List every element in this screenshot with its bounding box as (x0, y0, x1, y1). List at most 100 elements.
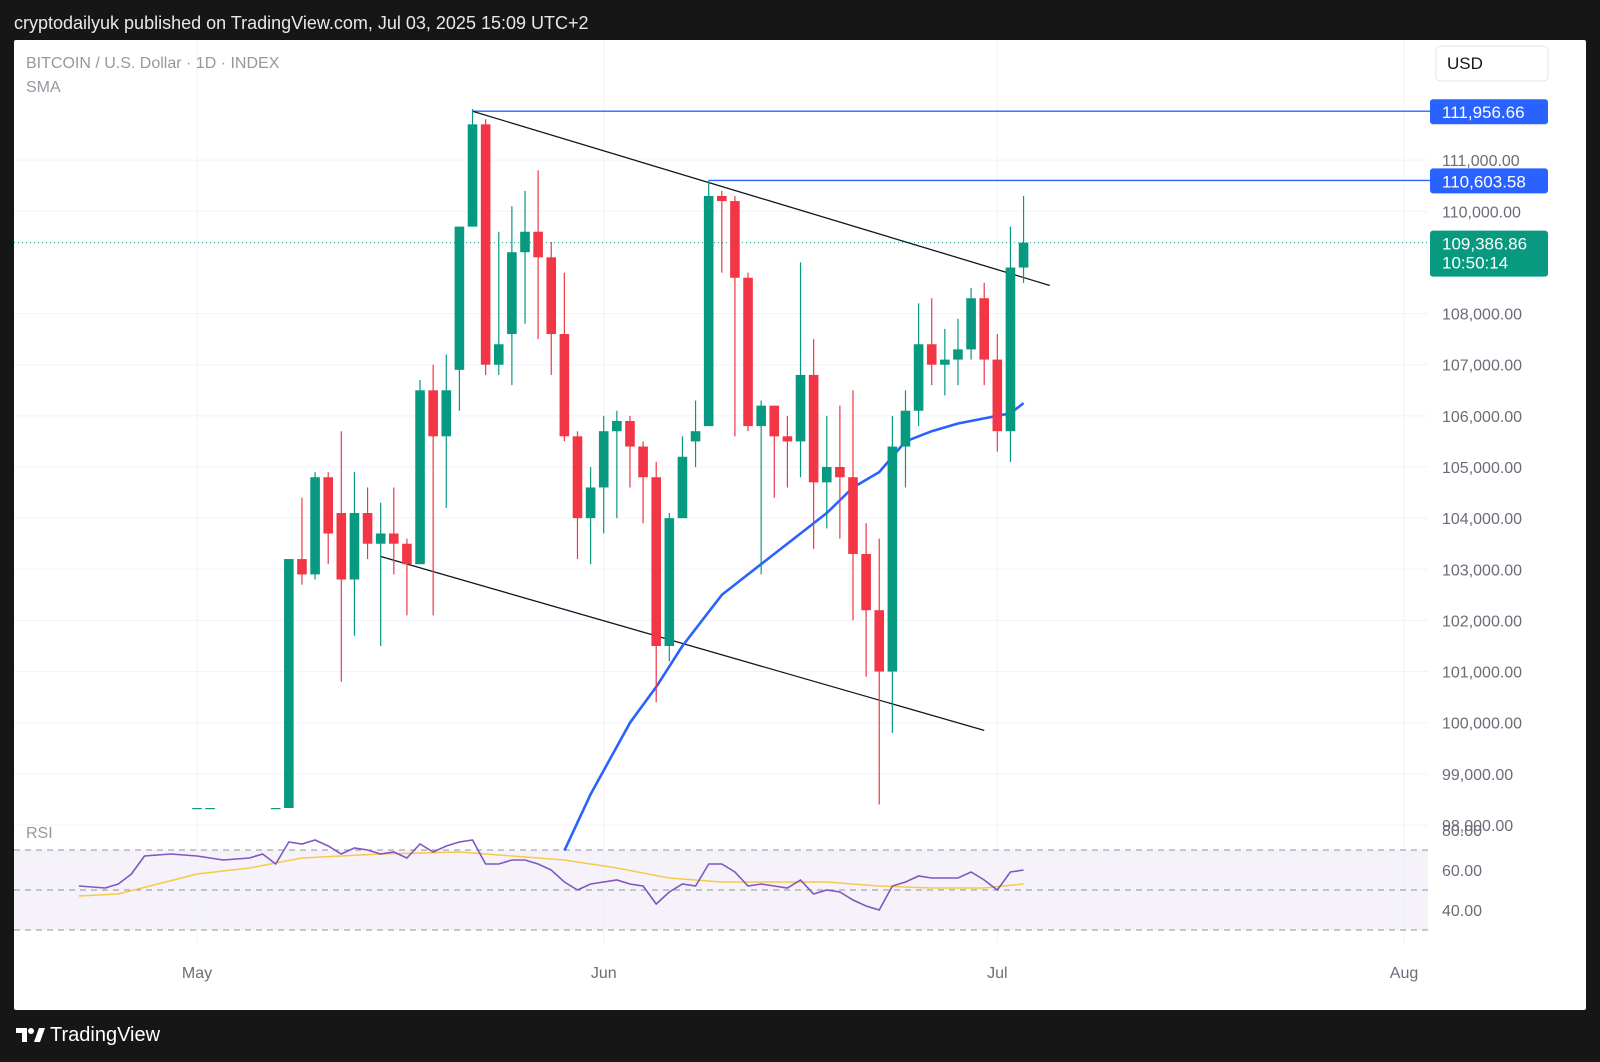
price-tick-label: 99,000.00 (1442, 767, 1513, 784)
price-tick-label: 108,000.00 (1442, 307, 1522, 324)
candle-body (677, 456, 688, 519)
candle-body (362, 513, 373, 544)
candle-body (612, 420, 622, 432)
price-tick-label: 101,000.00 (1442, 665, 1522, 682)
candle-body (966, 298, 976, 350)
price-tick-label: 106,000.00 (1442, 409, 1522, 426)
price-tick-label: 102,000.00 (1442, 613, 1522, 630)
candle-body (192, 808, 202, 810)
candle-body (428, 390, 438, 437)
candle-body (297, 559, 307, 575)
price-tick-label: 98,000.00 (1442, 818, 1513, 835)
candle-body (940, 359, 950, 365)
tradingview-logo-icon (16, 1028, 45, 1042)
candle-body (848, 477, 858, 554)
grid-lines (14, 40, 1428, 945)
candle-body (900, 410, 911, 447)
candle-body (375, 533, 386, 544)
time-tick-label: Jun (591, 965, 617, 982)
price-tick-label: 100,000.00 (1442, 716, 1522, 733)
candle-body (913, 344, 924, 411)
candle-body (533, 231, 543, 258)
candles (192, 109, 1029, 810)
candle-body (664, 518, 675, 646)
last-price-box (1430, 230, 1548, 277)
candle-body (520, 231, 530, 253)
candle-body (743, 277, 753, 427)
candle-body (782, 436, 793, 442)
candle-body (979, 298, 989, 360)
candle-body (336, 513, 347, 580)
sma-line (563, 402, 1025, 852)
rsi-pane (14, 839, 1428, 931)
countdown-label: 10:50:14 (1442, 254, 1508, 273)
candle-body (861, 553, 871, 611)
chart-panel[interactable]: 111,956.66 110,603.58 109,386.86 10:50:14 1… (14, 40, 1586, 1010)
candle-body (730, 201, 740, 278)
candle-body (507, 252, 517, 335)
level-label: 111,956.66 (1442, 103, 1525, 122)
candle-body (625, 420, 635, 447)
trendlines (380, 110, 1050, 732)
time-tick-label: Jul (987, 965, 1007, 982)
candle-body (284, 559, 294, 808)
rsi-tick-label: 80.00 (1442, 823, 1482, 840)
candle-body (585, 487, 596, 519)
candle-body (493, 344, 504, 365)
time-axis: May Jun Jul Aug (182, 965, 1418, 982)
candle-body (808, 374, 819, 483)
candle-body (821, 467, 832, 483)
candle-body (1005, 267, 1016, 432)
candle-body (559, 334, 570, 437)
candle-body (717, 195, 727, 202)
candle-body (454, 226, 465, 370)
footer: TradingView (0, 1012, 1600, 1062)
candle-body (572, 436, 583, 519)
candle-body (638, 446, 648, 478)
price-axis: 111,000.00 110,000.00 108,000.00 107,000.00… (1442, 153, 1522, 920)
candle-body (349, 513, 360, 580)
rsi-ma-line (78, 851, 1024, 897)
candle-body (1018, 242, 1029, 268)
level-label: 110,603.58 (1442, 172, 1526, 191)
rsi-label: RSI (26, 825, 53, 842)
level-label-box (1430, 168, 1548, 194)
candle-body (703, 195, 714, 427)
time-tick-label: May (182, 965, 212, 982)
price-tick-label: 105,000.00 (1442, 460, 1522, 477)
candle-body (769, 405, 780, 437)
price-tick-label: 104,000.00 (1442, 511, 1522, 528)
publisher-caption: cryptodailyuk published on TradingView.c… (14, 13, 589, 33)
candle-body (323, 477, 333, 534)
candle-body (270, 808, 281, 810)
footer-brand: TradingView (50, 1024, 161, 1046)
last-price-label: 109,386.86 (1442, 235, 1527, 254)
price-tick-label: 107,000.00 (1442, 358, 1522, 375)
currency-button[interactable] (1435, 45, 1549, 82)
candle-body (389, 533, 399, 544)
price-tick-label: 111,000.00 (1442, 153, 1520, 170)
candle-body (441, 390, 452, 437)
time-tick-label: Aug (1390, 965, 1418, 982)
candle-body (651, 477, 661, 646)
candle-body (467, 124, 478, 227)
rsi-tick-label: 40.00 (1442, 903, 1482, 920)
candle-body (310, 477, 320, 575)
candle-body (205, 808, 215, 810)
candle-body (887, 446, 898, 672)
currency-label: USD (1447, 54, 1483, 73)
chart-title: BITCOIN / U.S. Dollar · 1D · INDEX (26, 55, 280, 72)
candle-body (690, 431, 701, 442)
indicator-label: SMA (26, 79, 61, 96)
candle-body (756, 405, 766, 427)
candle-body (795, 374, 806, 442)
candle-body (546, 257, 557, 335)
candle-body (953, 349, 963, 360)
rsi-line (78, 839, 1024, 911)
lower-channel-line (380, 555, 985, 732)
upper-channel-line (472, 110, 1050, 287)
candle-body (598, 431, 609, 488)
candle-body (874, 610, 885, 672)
